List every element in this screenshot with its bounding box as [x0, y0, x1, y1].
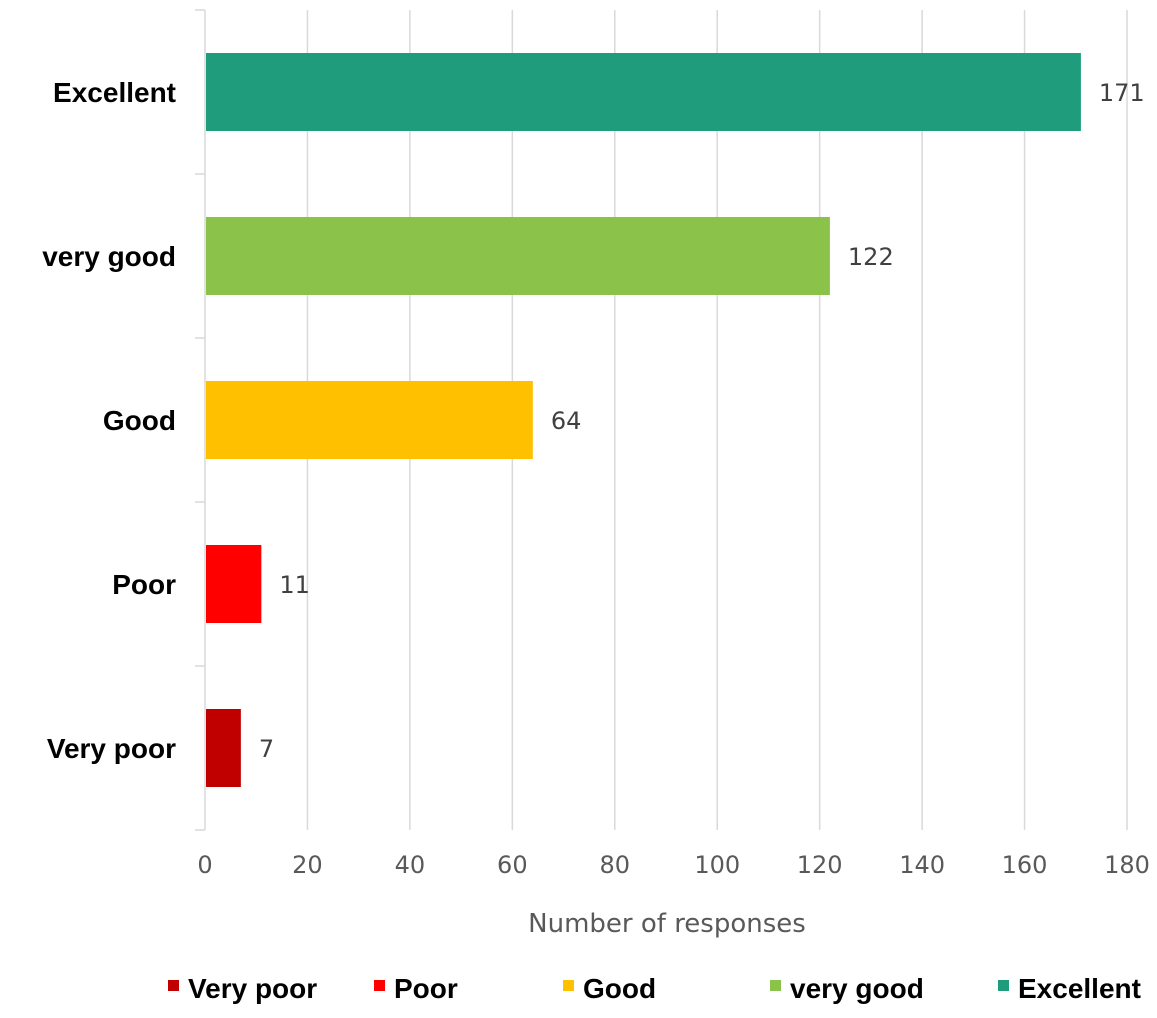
- x-tick-label-100: 100: [694, 851, 740, 879]
- legend-item-good: Good: [563, 973, 656, 1004]
- legend-swatch-excellent: [998, 980, 1009, 991]
- legend: Very poor Poor Good very good Excellent: [168, 973, 1141, 1004]
- x-tick-labels: 0 20 40 60 80 100 120 140 160 180: [197, 851, 1150, 879]
- category-labels: Very poor Poor Good very good Excellent: [42, 77, 176, 764]
- legend-swatch-very-good: [770, 980, 781, 991]
- x-tick-label-180: 180: [1104, 851, 1150, 879]
- x-tick-label-120: 120: [797, 851, 843, 879]
- legend-label-good: Good: [583, 973, 656, 1004]
- legend-item-very-poor: Very poor: [168, 973, 317, 1004]
- bar-good: [206, 381, 533, 459]
- bar-excellent: [206, 53, 1081, 131]
- legend-label-excellent: Excellent: [1018, 973, 1141, 1004]
- x-axis-title: Number of responses: [528, 909, 806, 939]
- data-label-excellent: 171: [1099, 79, 1145, 107]
- category-label-good: Good: [103, 405, 176, 436]
- x-tick-label-0: 0: [197, 851, 212, 879]
- legend-item-excellent: Excellent: [998, 973, 1141, 1004]
- x-tick-label-40: 40: [395, 851, 426, 879]
- bar-poor: [206, 545, 262, 623]
- x-tick-label-60: 60: [497, 851, 528, 879]
- y-axis: [195, 9, 206, 831]
- data-label-very-good: 122: [848, 243, 894, 271]
- x-tick-label-160: 160: [1002, 851, 1048, 879]
- x-tick-label-140: 140: [899, 851, 945, 879]
- legend-swatch-poor: [374, 980, 385, 991]
- legend-item-very-good: very good: [770, 973, 924, 1004]
- x-tick-label-20: 20: [292, 851, 323, 879]
- category-label-very-poor: Very poor: [47, 733, 176, 764]
- bar-very-poor: [206, 709, 241, 787]
- gridlines: [306, 10, 1128, 830]
- bars: [206, 53, 1081, 787]
- legend-swatch-good: [563, 980, 574, 991]
- legend-label-poor: Poor: [394, 973, 458, 1004]
- legend-label-very-poor: Very poor: [188, 973, 317, 1004]
- data-label-very-poor: 7: [259, 735, 274, 763]
- category-label-poor: Poor: [112, 569, 176, 600]
- category-label-excellent: Excellent: [53, 77, 176, 108]
- bar-very-good: [206, 217, 830, 295]
- legend-label-very-good: very good: [790, 973, 924, 1004]
- category-label-very-good: very good: [42, 241, 176, 272]
- legend-item-poor: Poor: [374, 973, 458, 1004]
- legend-swatch-very-poor: [168, 980, 179, 991]
- data-label-good: 64: [551, 407, 582, 435]
- data-labels: 7 11 64 122 171: [259, 79, 1145, 763]
- x-tick-label-80: 80: [600, 851, 631, 879]
- data-label-poor: 11: [279, 571, 310, 599]
